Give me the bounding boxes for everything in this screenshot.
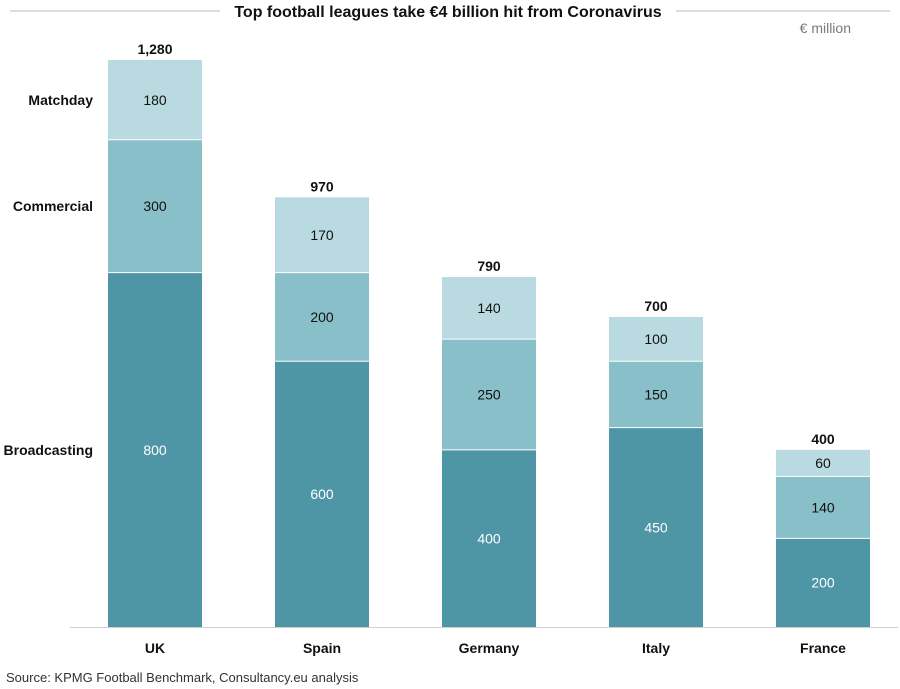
bar-france-commercial [776,476,870,539]
category-label-germany: Germany [459,640,520,656]
unit-label: € million [800,20,851,36]
total-label-france: 400 [811,431,835,447]
series-label-commercial: Commercial [13,198,93,214]
bar-germany-matchday [442,277,536,340]
bar-italy-matchday [609,316,703,362]
total-label-germany: 790 [477,258,501,274]
series-label-broadcasting: Broadcasting [4,442,93,458]
bar-uk-broadcasting [108,272,202,627]
chart-title: Top football leagues take €4 billion hit… [234,4,661,21]
value-label-spain-matchday: 170 [310,227,334,243]
category-label-italy: Italy [642,640,670,656]
category-label-spain: Spain [303,640,341,656]
value-label-france-broadcasting: 200 [811,575,835,591]
value-label-italy-broadcasting: 450 [644,519,668,535]
bar-uk-commercial [108,139,202,273]
value-label-uk-broadcasting: 800 [143,442,167,458]
value-label-germany-commercial: 250 [477,386,501,402]
bar-italy-broadcasting [609,427,703,627]
value-label-italy-matchday: 100 [644,331,668,347]
bar-germany-commercial [442,339,536,450]
bar-germany-broadcasting [442,449,536,627]
source-note: Source: KPMG Football Benchmark, Consult… [6,670,359,685]
value-label-uk-matchday: 180 [143,92,167,108]
value-label-uk-commercial: 300 [143,198,167,214]
total-label-italy: 700 [644,298,668,314]
total-label-uk: 1,280 [137,41,172,57]
bar-spain-matchday [275,197,369,273]
value-label-spain-commercial: 200 [310,309,334,325]
category-label-uk: UK [145,640,165,656]
value-label-france-commercial: 140 [811,499,835,515]
series-label-matchday: Matchday [28,92,93,108]
value-label-spain-broadcasting: 600 [310,486,334,502]
total-label-spain: 970 [310,178,334,194]
bar-france-matchday [776,449,870,477]
value-label-italy-commercial: 150 [644,386,668,402]
bars-group: 800 300 180 1,280 UK 600 200 170 970 Spain 400 250 1… [4,41,870,656]
category-label-france: France [800,640,846,656]
value-label-germany-broadcasting: 400 [477,530,501,546]
bar-spain-broadcasting [275,361,369,627]
value-label-france-matchday: 60 [815,455,831,471]
bar-spain-commercial [275,272,369,362]
bar-france-broadcasting [776,538,870,627]
bar-italy-commercial [609,361,703,428]
value-label-germany-matchday: 140 [477,300,501,316]
bar-uk-matchday [108,60,202,140]
